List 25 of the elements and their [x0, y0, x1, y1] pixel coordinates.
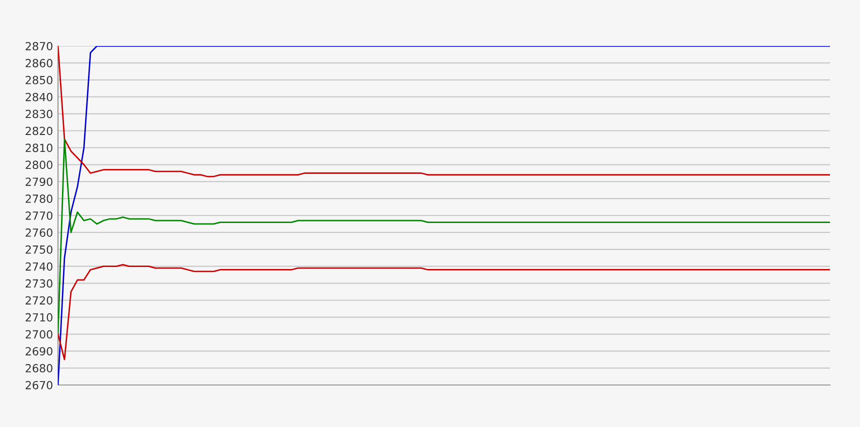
line-series [58, 264, 830, 360]
y-tick-label: 2740 [26, 262, 52, 271]
y-tick-label: 2720 [26, 296, 52, 305]
y-tick-label: 2840 [26, 92, 52, 102]
y-tick-label: 2730 [26, 279, 52, 288]
y-tick-label: 2870 [26, 42, 52, 50]
y-tick-label: 2750 [26, 245, 52, 254]
y-tick-label: 2850 [26, 76, 52, 84]
y-tick-label: 2780 [26, 194, 52, 203]
y-tick-label: 2770 [26, 211, 52, 220]
y-tick-label: 2830 [26, 110, 52, 118]
y-tick-label: 2790 [26, 178, 52, 186]
y-tick-label: 2690 [26, 347, 52, 356]
y-tick-label: 2800 [26, 160, 52, 170]
line-series [58, 46, 830, 385]
y-tick-label: 2680 [26, 364, 52, 372]
y-tick-label: 2670 [26, 380, 52, 390]
y-tick-label: 2700 [26, 330, 52, 339]
line-series [58, 138, 830, 335]
y-tick-label: 2860 [26, 58, 52, 68]
y-tick-label: 2760 [26, 228, 52, 237]
y-tick-label: 2810 [26, 144, 52, 152]
line-series [58, 46, 830, 178]
y-tick-label: 2710 [26, 313, 52, 322]
y-tick-label: 2820 [26, 126, 52, 136]
